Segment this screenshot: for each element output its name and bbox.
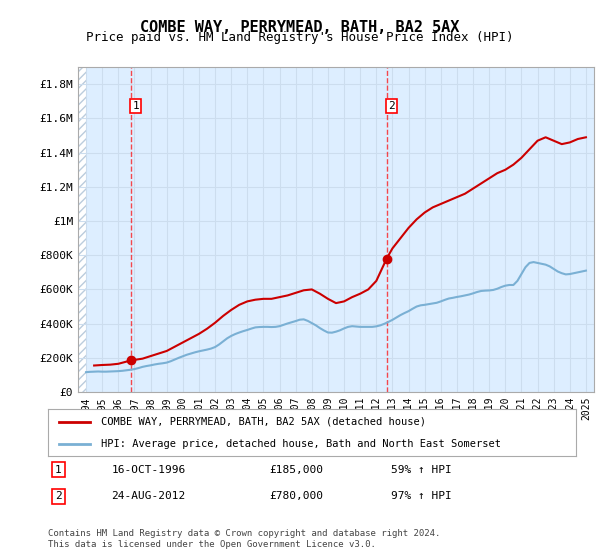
Text: 24-AUG-2012: 24-AUG-2012 [112, 491, 185, 501]
Text: 1: 1 [55, 465, 62, 475]
Text: £780,000: £780,000 [270, 491, 324, 501]
Text: 2: 2 [388, 101, 395, 111]
Text: Contains HM Land Registry data © Crown copyright and database right 2024.
This d: Contains HM Land Registry data © Crown c… [48, 529, 440, 549]
Text: £185,000: £185,000 [270, 465, 324, 475]
Text: 97% ↑ HPI: 97% ↑ HPI [391, 491, 452, 501]
Text: COMBE WAY, PERRYMEAD, BATH, BA2 5AX (detached house): COMBE WAY, PERRYMEAD, BATH, BA2 5AX (det… [101, 417, 426, 427]
Text: HPI: Average price, detached house, Bath and North East Somerset: HPI: Average price, detached house, Bath… [101, 438, 501, 449]
Text: COMBE WAY, PERRYMEAD, BATH, BA2 5AX: COMBE WAY, PERRYMEAD, BATH, BA2 5AX [140, 20, 460, 35]
Text: 1: 1 [133, 101, 139, 111]
Text: Price paid vs. HM Land Registry's House Price Index (HPI): Price paid vs. HM Land Registry's House … [86, 31, 514, 44]
Text: 16-OCT-1996: 16-OCT-1996 [112, 465, 185, 475]
Text: 59% ↑ HPI: 59% ↑ HPI [391, 465, 452, 475]
Text: 2: 2 [55, 491, 62, 501]
